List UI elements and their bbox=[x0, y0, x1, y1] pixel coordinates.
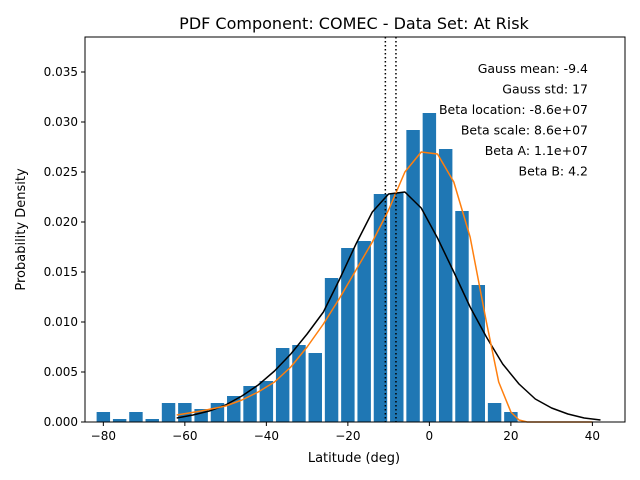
x-tick-label: −40 bbox=[254, 429, 279, 443]
histogram-bar bbox=[373, 194, 388, 422]
x-tick-label: 40 bbox=[585, 429, 600, 443]
reference-lines bbox=[384, 37, 397, 422]
histogram-bar bbox=[96, 412, 111, 422]
y-tick-label: 0.020 bbox=[44, 215, 78, 229]
x-tick-label: 0 bbox=[426, 429, 434, 443]
y-tick-label: 0.030 bbox=[44, 115, 78, 129]
fit-parameter-text: Beta scale: 8.6e+07 bbox=[461, 123, 588, 138]
histogram-bar bbox=[455, 211, 469, 422]
y-tick-label: 0.015 bbox=[44, 265, 78, 279]
y-tick-label: 0.005 bbox=[44, 365, 78, 379]
x-axis-label: Latitude (deg) bbox=[308, 451, 400, 466]
histogram-bar bbox=[308, 353, 322, 422]
fit-parameter-text: Beta A: 1.1e+07 bbox=[485, 143, 588, 158]
fit-parameters: Gauss mean: -9.4 Gauss std: 17 Beta locati… bbox=[439, 61, 588, 179]
histogram-bar bbox=[438, 149, 453, 422]
y-tick-label: 0.025 bbox=[44, 165, 78, 179]
histogram-bar bbox=[422, 113, 437, 422]
x-tick-label: 20 bbox=[503, 429, 518, 443]
fit-parameter-text: Beta location: -8.6e+07 bbox=[439, 102, 588, 117]
fit-curves bbox=[176, 151, 601, 423]
histogram-bar bbox=[161, 403, 176, 422]
histogram-bar bbox=[324, 278, 339, 422]
histogram-bar bbox=[341, 248, 355, 422]
histogram-bar bbox=[504, 412, 518, 422]
fit-parameter-text: Gauss mean: -9.4 bbox=[478, 61, 588, 76]
histogram-bar bbox=[292, 345, 306, 422]
plot-frame bbox=[84, 36, 626, 423]
y-axis-label: Probability Density bbox=[14, 168, 29, 291]
histogram-bar bbox=[471, 285, 486, 422]
histogram-bar bbox=[112, 419, 127, 422]
x-axis-ticks: −80 −60 −40 −20 0 20 40 bbox=[91, 422, 600, 443]
histogram-bar bbox=[390, 193, 404, 422]
histogram-bar bbox=[406, 130, 420, 422]
histogram-bar bbox=[145, 419, 159, 422]
y-axis-ticks: 0.000 0.005 0.010 0.015 0.020 0.025 0.030 0.035 bbox=[44, 65, 85, 429]
histogram-bar bbox=[487, 403, 502, 422]
y-tick-label: 0.035 bbox=[44, 65, 78, 79]
histogram-bar bbox=[275, 348, 290, 422]
x-tick-label: −80 bbox=[91, 429, 116, 443]
x-tick-label: −60 bbox=[172, 429, 197, 443]
fit-parameter-text: Beta B: 4.2 bbox=[519, 164, 588, 179]
chart-title: PDF Component: COMEC - Data Set: At Risk bbox=[179, 14, 529, 33]
histogram-bar bbox=[129, 412, 143, 422]
fit-parameter-text: Gauss std: 17 bbox=[502, 82, 588, 97]
y-tick-label: 0.010 bbox=[44, 315, 78, 329]
beta-fit-line bbox=[176, 151, 593, 423]
x-tick-label: −20 bbox=[335, 429, 360, 443]
gauss-fit-line bbox=[176, 191, 601, 421]
histogram-bar bbox=[259, 381, 274, 422]
histogram-bar bbox=[357, 241, 371, 422]
y-tick-label: 0.000 bbox=[44, 415, 78, 429]
